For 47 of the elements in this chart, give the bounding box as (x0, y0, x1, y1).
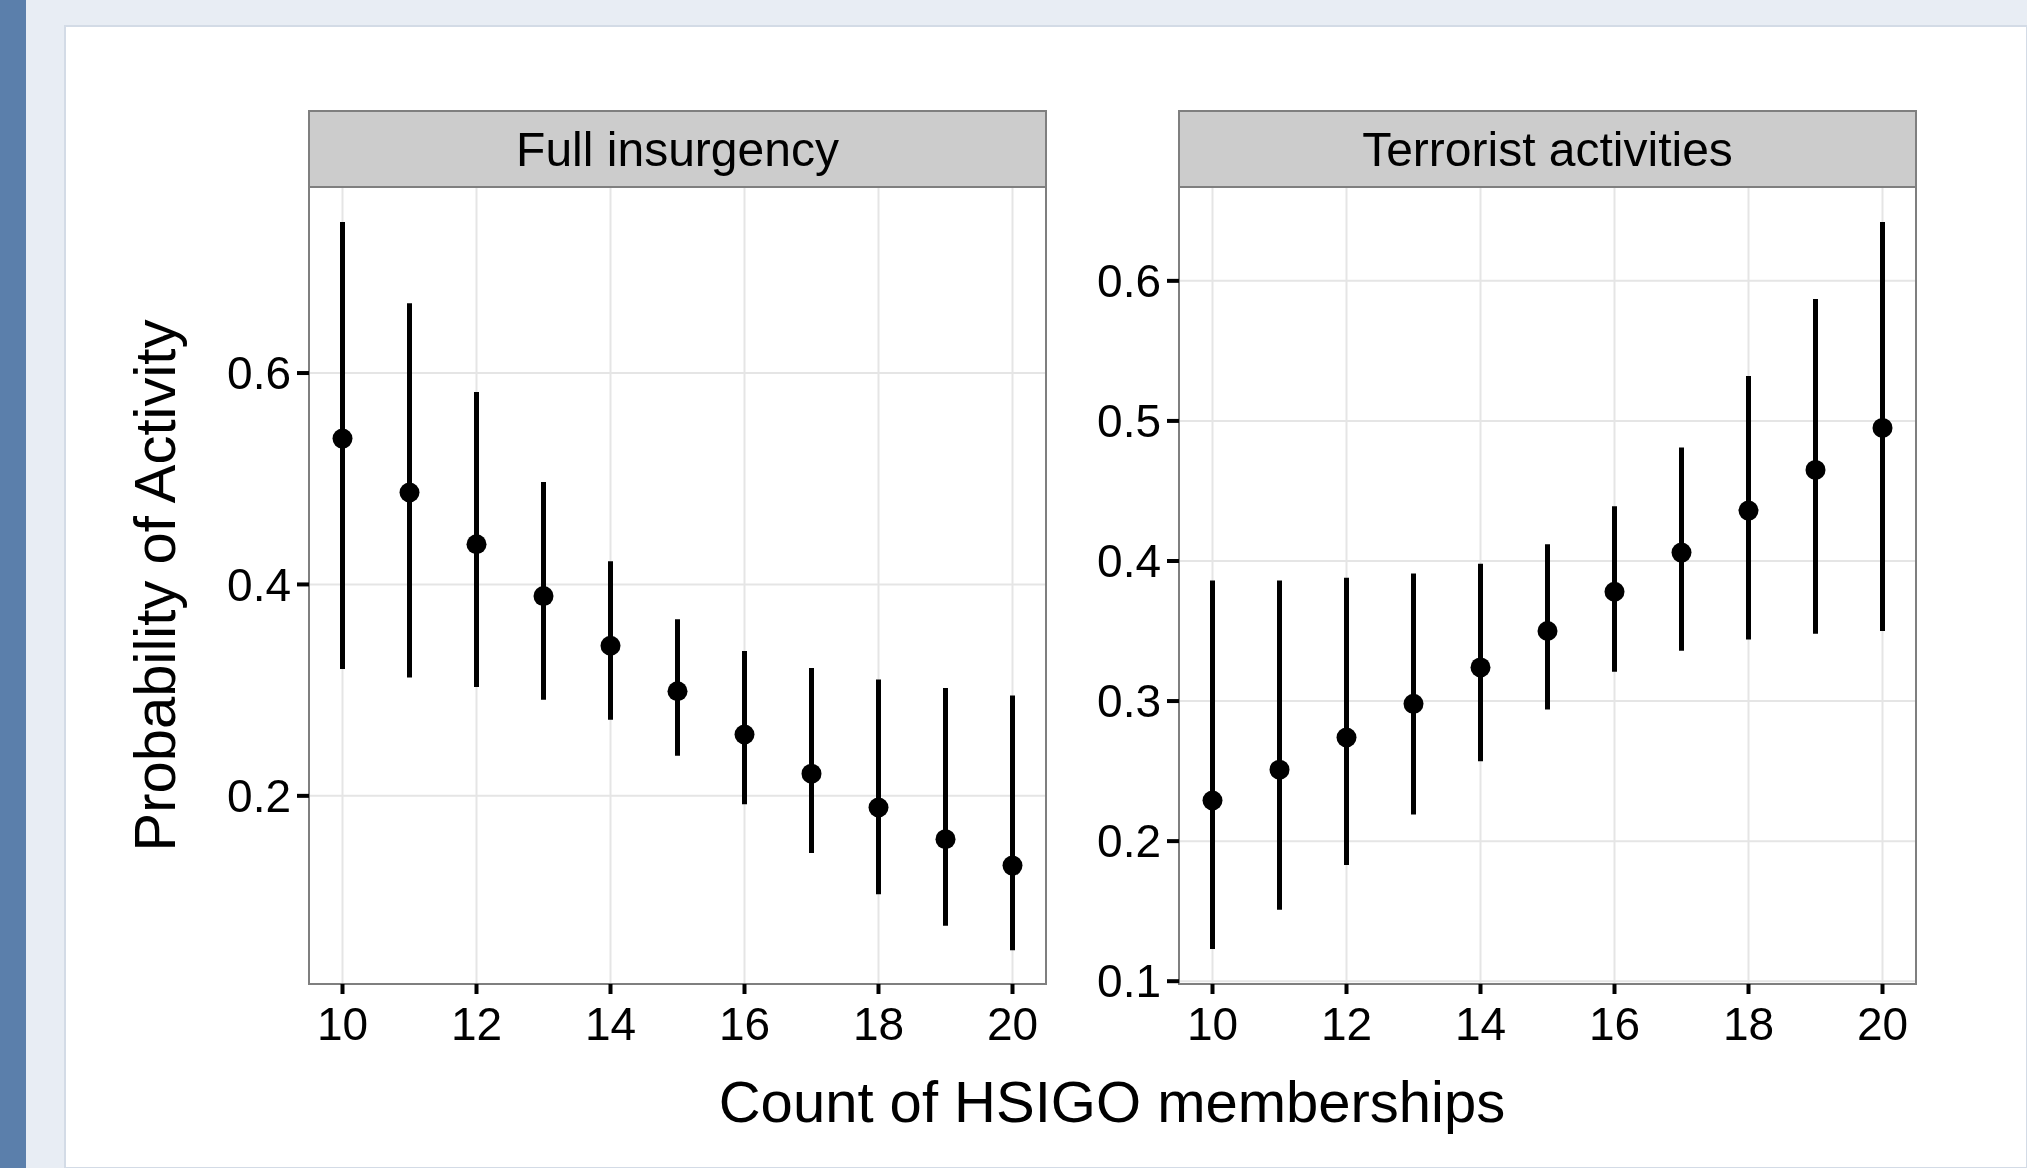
x-tick-label: 12 (1320, 998, 1373, 1050)
x-tick-label: 16 (1588, 998, 1641, 1050)
point (1269, 759, 1290, 780)
point (1537, 621, 1558, 641)
y-tick-label: 0.2 (227, 769, 291, 822)
point (935, 829, 956, 850)
y-tick-label: 0.1 (1097, 955, 1161, 1008)
point (399, 482, 420, 503)
point (734, 724, 755, 745)
point (466, 534, 487, 555)
x-tick-label: 18 (852, 998, 905, 1050)
point (868, 797, 889, 818)
point (801, 763, 822, 784)
point (332, 428, 353, 449)
point (600, 635, 621, 656)
point (1805, 459, 1826, 480)
x-tick-label: 10 (1186, 998, 1239, 1050)
chart-title: Full insurgency (516, 122, 839, 176)
y-tick-label: 0.6 (1097, 254, 1161, 307)
y-tick-label: 0.4 (227, 558, 291, 611)
x-tick-label: 18 (1722, 998, 1775, 1050)
point (1604, 581, 1625, 602)
chart-title: Terrorist activities (1362, 122, 1733, 176)
y-tick-label: 0.5 (1097, 395, 1161, 448)
y-tick-label: 0.4 (1097, 535, 1161, 588)
point (533, 586, 554, 607)
point (1202, 790, 1223, 811)
point (1470, 657, 1491, 678)
point (1002, 855, 1023, 876)
x-tick-label: 20 (986, 998, 1039, 1050)
point (1872, 417, 1893, 438)
y-tick-label: 0.6 (227, 347, 291, 400)
x-tick-label: 16 (718, 998, 771, 1050)
y-tick-label: 0.3 (1097, 675, 1161, 728)
y-tick-label: 0.2 (1097, 815, 1161, 868)
y-axis-title: Probability of Activity (122, 319, 188, 852)
point (1738, 500, 1759, 521)
x-axis-title: Count of HSIGO memberships (718, 1069, 1506, 1134)
point (1403, 693, 1424, 714)
x-tick-label: 14 (584, 998, 637, 1050)
point (1671, 542, 1692, 563)
x-tick-label: 14 (1454, 998, 1507, 1050)
x-tick-label: 20 (1856, 998, 1909, 1050)
x-tick-label: 10 (316, 998, 369, 1050)
point (667, 681, 688, 702)
x-tick-label: 12 (450, 998, 503, 1050)
point (1336, 727, 1357, 748)
